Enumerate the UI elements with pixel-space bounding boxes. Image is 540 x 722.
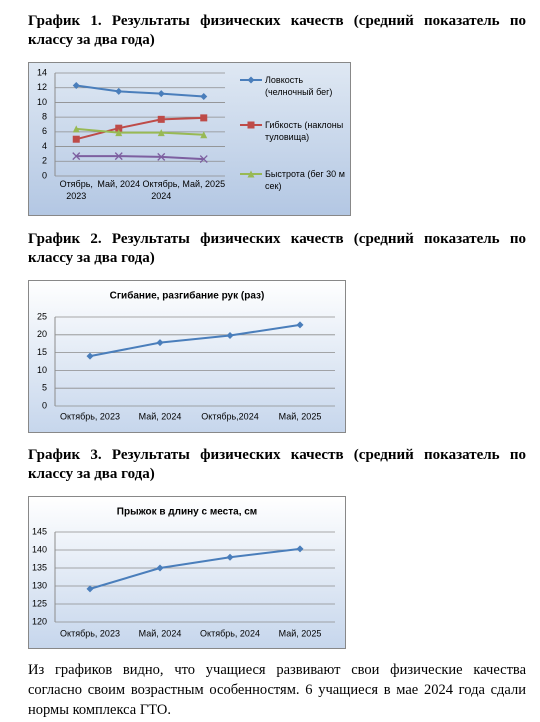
legend-marker xyxy=(247,170,255,178)
y-tick-label: 135 xyxy=(32,562,47,572)
series-line xyxy=(75,116,204,141)
marker xyxy=(296,545,304,553)
marker xyxy=(72,82,80,90)
marker xyxy=(115,87,123,95)
marker xyxy=(115,124,123,132)
x-tick-label-box: Май, 2025 xyxy=(182,179,226,189)
marker xyxy=(72,135,80,143)
caption: График 2. Результаты физических качеств … xyxy=(28,231,526,266)
chart: Прыжок в длину с места, см 120 125 130 135 14… xyxy=(28,496,346,649)
marker xyxy=(157,115,165,123)
marker xyxy=(72,152,81,161)
y-tick-label: 12 xyxy=(37,82,47,92)
y-tick-label: 120 xyxy=(32,616,47,626)
legend-label-box: Ловкость (челночный бег) xyxy=(265,75,333,97)
chart-title: Прыжок в длину с места, см xyxy=(117,507,257,518)
marker xyxy=(157,152,166,161)
x-tick-label: Октябрь, 2024 xyxy=(200,628,260,638)
x-tick-label: Май, 2025 xyxy=(279,628,322,638)
caption: График 3. Результаты физических качеств … xyxy=(28,447,526,482)
y-tick-label: 25 xyxy=(37,311,47,321)
y-tick-label: 8 xyxy=(42,112,47,122)
y-tick-label: 14 xyxy=(37,67,47,77)
marker xyxy=(72,125,80,133)
y-tick-label: 10 xyxy=(37,365,47,375)
marker xyxy=(199,155,208,164)
chart: Сгибание, разгибание рук (раз) 0 5 10 15 20 25… xyxy=(28,280,346,433)
x-tick-label: Октябрь, 2023 xyxy=(60,411,120,421)
chart-title: Сгибание, разгибание рук (раз) xyxy=(110,290,265,302)
y-tick-label: 20 xyxy=(37,329,47,339)
x-tick-label: Май, 2024 xyxy=(139,628,182,638)
marker xyxy=(200,131,208,139)
series-line xyxy=(76,84,204,98)
y-tick-label: 125 xyxy=(32,598,47,608)
y-tick-label: 5 xyxy=(42,383,47,393)
marker xyxy=(114,152,123,161)
x-tick-label: Май, 2025 xyxy=(279,411,322,421)
y-tick-label: 10 xyxy=(37,97,47,107)
series-line xyxy=(76,155,204,161)
x-tick-label: Октябрь, 2024 xyxy=(142,179,180,201)
legend-label-box: Гибкость (наклоны туловища) xyxy=(265,120,344,142)
legend-label: Ловкость (челночный бег) xyxy=(265,75,333,97)
paragraph: Из графиков видно, что учащиеся развиваю… xyxy=(28,662,526,718)
x-tick-label-box: Май, 2024 xyxy=(97,179,141,189)
x-tick-label-box: Октябрь, 2024 xyxy=(142,179,180,201)
x-tick-label: Май, 2025 xyxy=(182,179,226,189)
marker xyxy=(226,553,234,561)
marker xyxy=(157,90,165,98)
legend-marker xyxy=(247,121,255,129)
y-tick-label: 15 xyxy=(37,347,47,357)
x-tick-label: Май, 2024 xyxy=(97,179,141,189)
x-tick-label: Май, 2024 xyxy=(139,411,182,421)
marker xyxy=(86,352,94,360)
legend-marker xyxy=(247,76,255,84)
x-tick-label: Октябрь, 2023 xyxy=(60,628,120,638)
marker xyxy=(200,114,208,122)
marker xyxy=(157,129,165,137)
x-tick-label-box: Отябрь, 2023 xyxy=(59,179,93,201)
marker xyxy=(156,564,164,572)
marker xyxy=(115,129,123,137)
series-line xyxy=(89,323,301,358)
chart: 0 2 4 6 8 10 12 14 Отябрь, 2023 Май, 2024 Октябрь,… xyxy=(28,62,351,216)
y-tick-label: 145 xyxy=(32,526,47,536)
y-tick-label: 6 xyxy=(42,126,47,136)
marker xyxy=(86,585,94,593)
series-line xyxy=(76,127,204,136)
y-tick-label: 4 xyxy=(42,141,47,151)
y-tick-label: 140 xyxy=(32,544,47,554)
legend-label-box: Быстрота (бег 30 м сек) xyxy=(265,169,345,191)
series-line xyxy=(89,547,301,590)
caption: График 1. Результаты физических качеств … xyxy=(28,13,526,48)
chart-background xyxy=(28,496,346,649)
marker xyxy=(156,339,164,347)
chart-background xyxy=(28,280,346,433)
y-tick-label: 0 xyxy=(42,400,47,410)
y-tick-label: 2 xyxy=(42,156,47,166)
y-tick-label: 130 xyxy=(32,580,47,590)
marker xyxy=(226,332,234,340)
y-tick-label: 0 xyxy=(42,170,47,180)
marker xyxy=(296,321,304,329)
marker xyxy=(200,93,208,101)
legend-label: Быстрота (бег 30 м сек) xyxy=(265,169,345,191)
x-tick-label: Отябрь, 2023 xyxy=(59,179,93,201)
x-tick-label: Октябрь,2024 xyxy=(201,411,258,421)
legend-label: Гибкость (наклоны туловища) xyxy=(265,120,344,142)
